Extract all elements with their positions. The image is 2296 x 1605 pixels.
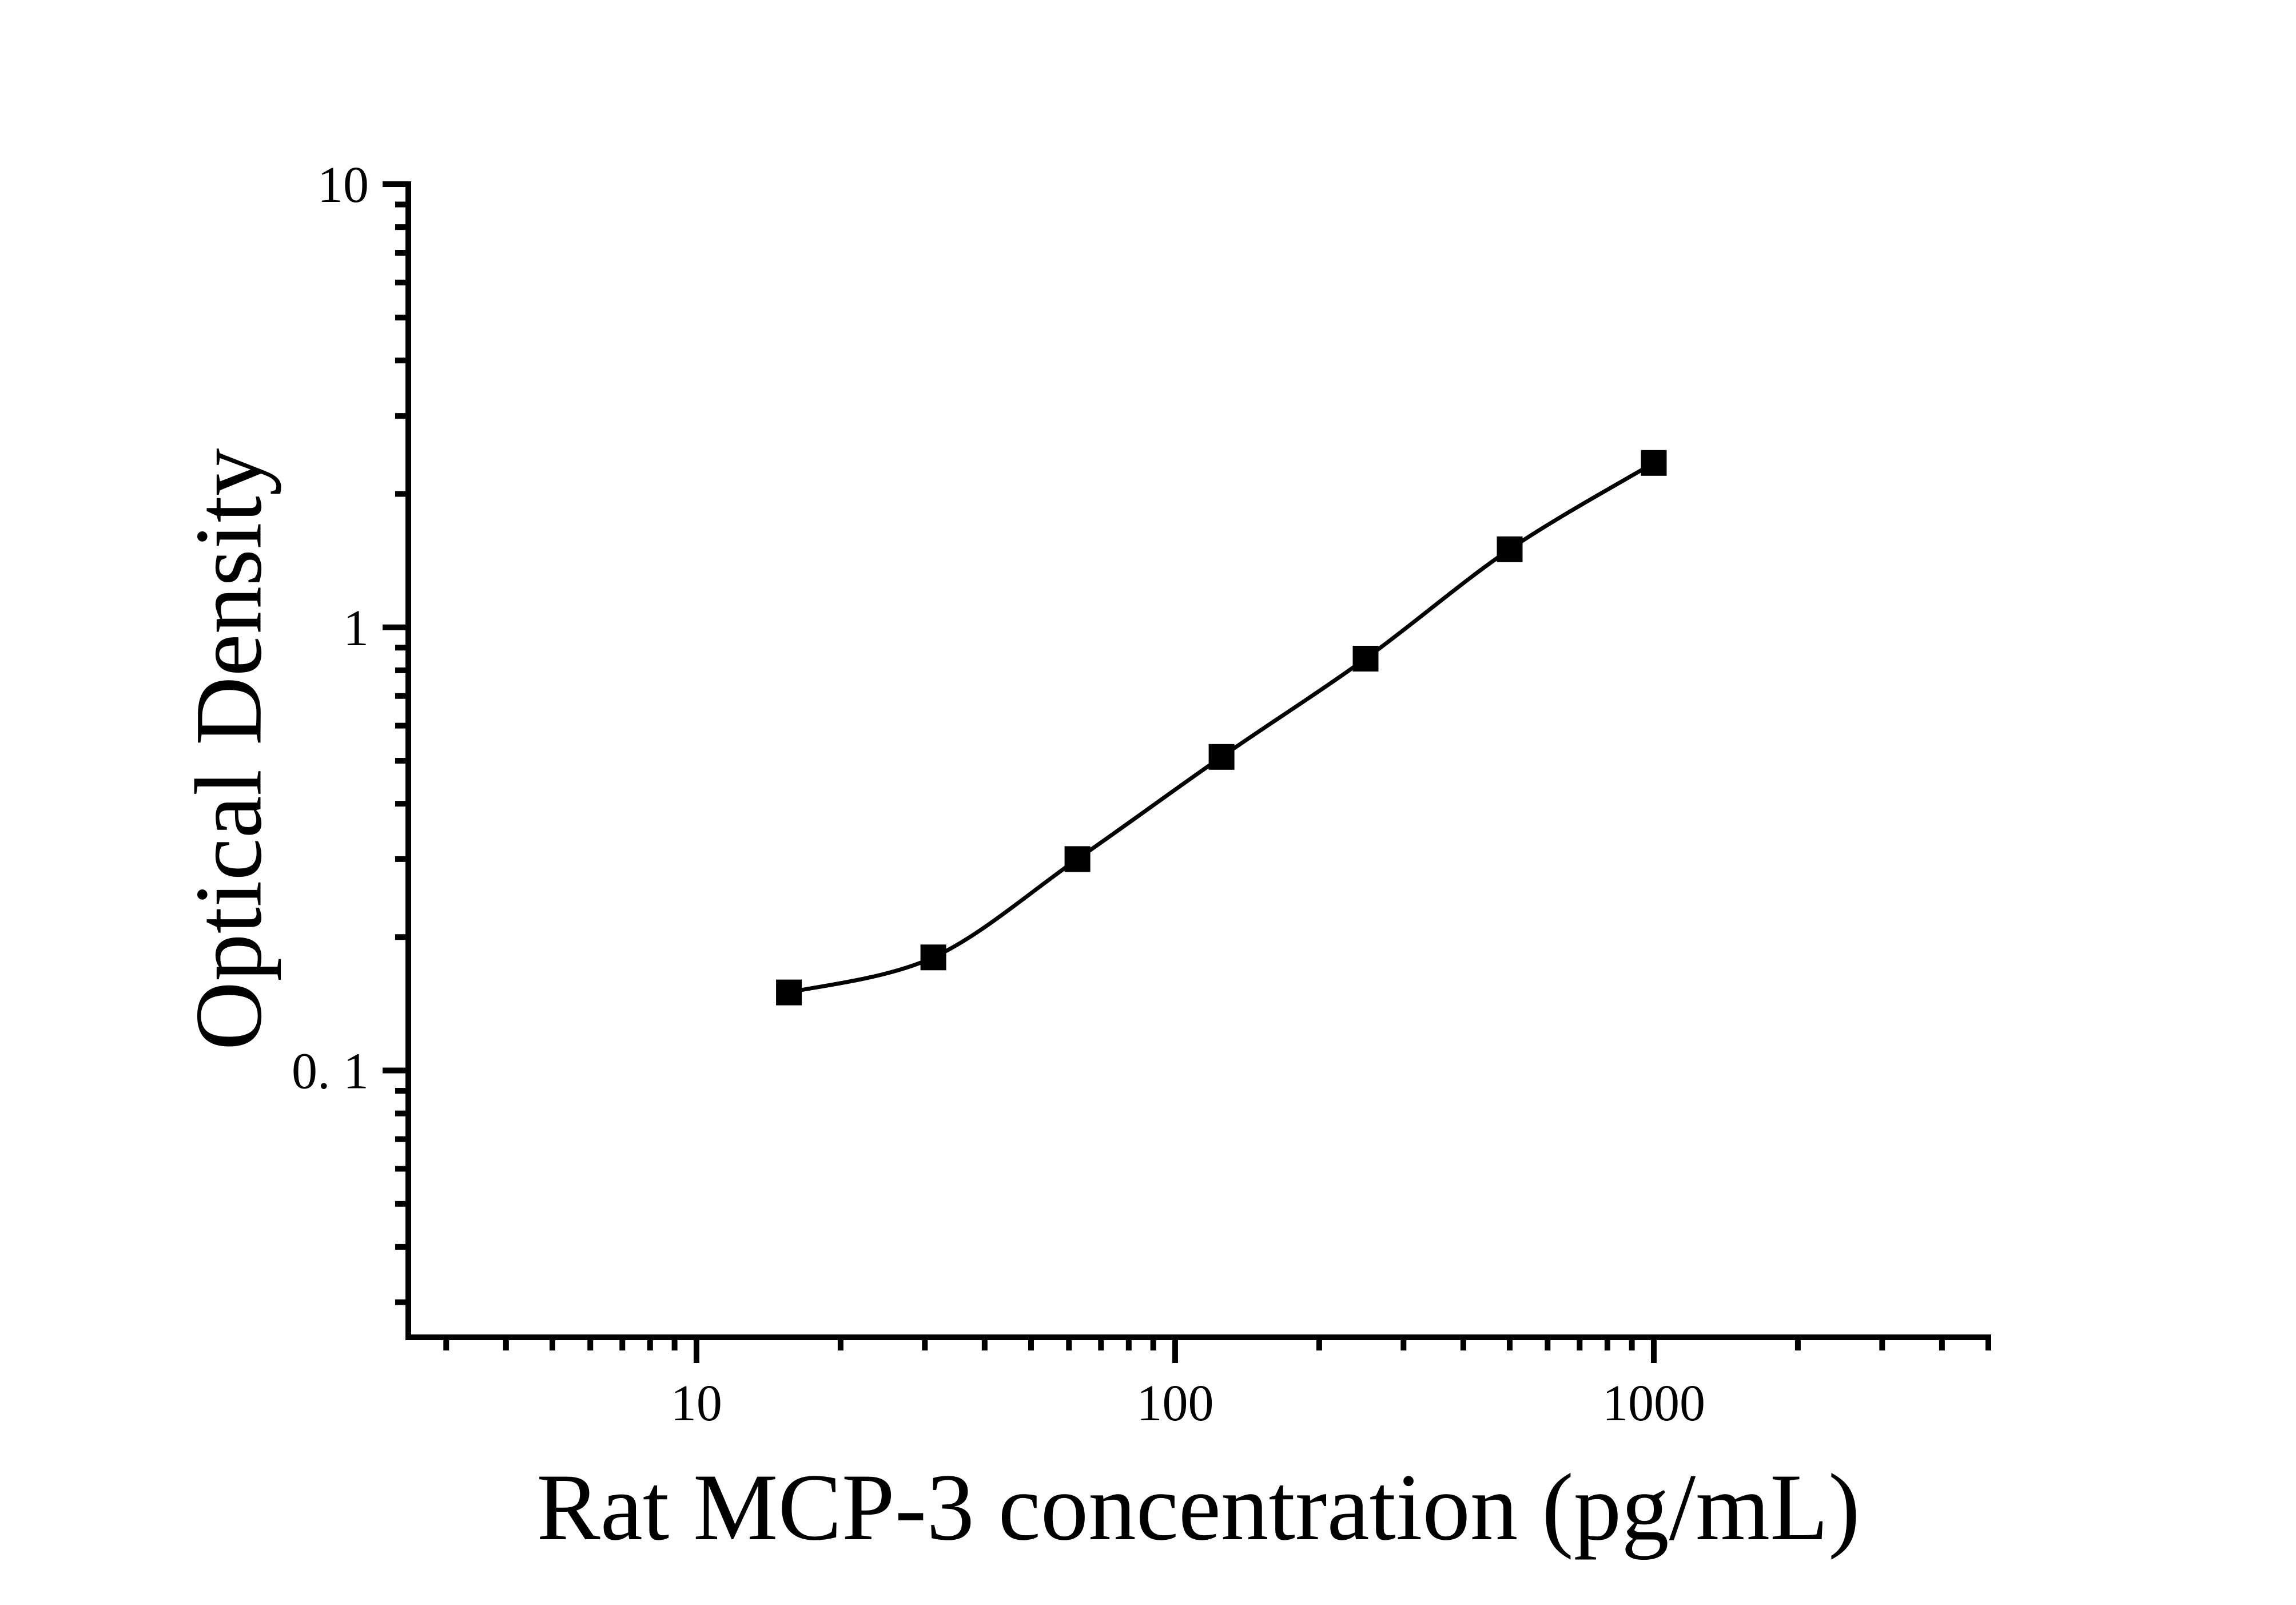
data-point-marker <box>920 944 946 971</box>
fit-curve <box>787 460 1656 995</box>
y-tick-label: 0. 1 <box>292 1043 369 1100</box>
data-point-marker <box>1208 744 1235 770</box>
x-axis-title: Rat MCP-3 concentration (pg/mL) <box>536 1455 1860 1560</box>
data-point-marker <box>776 979 802 1006</box>
y-tick-label: 10 <box>317 157 369 213</box>
y-axis-title: Optical Density <box>176 448 282 1051</box>
axis-frame <box>405 181 1991 1340</box>
data-point-marker <box>1064 846 1091 872</box>
x-tick-label: 10 <box>671 1375 722 1432</box>
data-point-marker <box>1641 450 1667 476</box>
data-point-marker <box>1497 536 1523 562</box>
data-point-marker <box>1352 646 1379 672</box>
x-tick-label: 100 <box>1136 1375 1213 1432</box>
y-tick-label: 1 <box>343 600 369 657</box>
x-tick-label: 1000 <box>1602 1375 1705 1432</box>
